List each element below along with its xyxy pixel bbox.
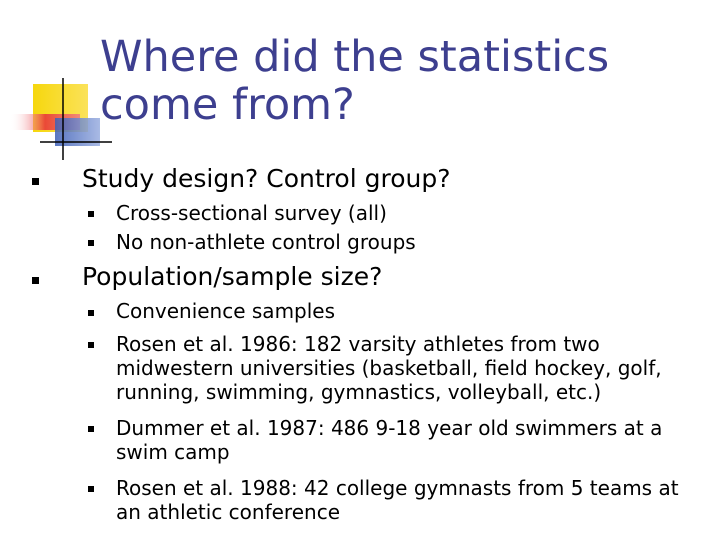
sub-bullet-marker	[88, 211, 94, 217]
sub-bullet-marker	[88, 240, 94, 246]
sub-bullet-dummer-1987: Dummer et al. 1987: 486 9-18 year old sw…	[116, 416, 663, 464]
sub-bullet-marker	[88, 426, 94, 432]
sub-bullet-marker	[88, 310, 94, 316]
sub-bullet-marker	[88, 486, 94, 492]
sub-bullet-no-control: No non-athlete control groups	[116, 230, 416, 254]
sub-bullet-convenience: Convenience samples	[116, 299, 336, 323]
sub-bullet-cross-sectional: Cross-sectional survey (all)	[116, 201, 387, 225]
sub-bullet-rosen-1986: Rosen et al. 1986: 182 varsity athletes …	[116, 332, 662, 404]
bullet-marker	[32, 277, 39, 284]
sub-bullet-marker	[88, 342, 94, 348]
sub-bullet-rosen-1988: Rosen et al. 1988: 42 college gymnasts f…	[116, 476, 679, 524]
slide-logo	[10, 78, 112, 160]
bullet-population: Population/sample size?	[82, 262, 383, 291]
slide-title: Where did the statistics come from?	[100, 32, 610, 130]
bullet-marker	[32, 178, 39, 185]
bullet-study-design: Study design? Control group?	[82, 164, 451, 193]
